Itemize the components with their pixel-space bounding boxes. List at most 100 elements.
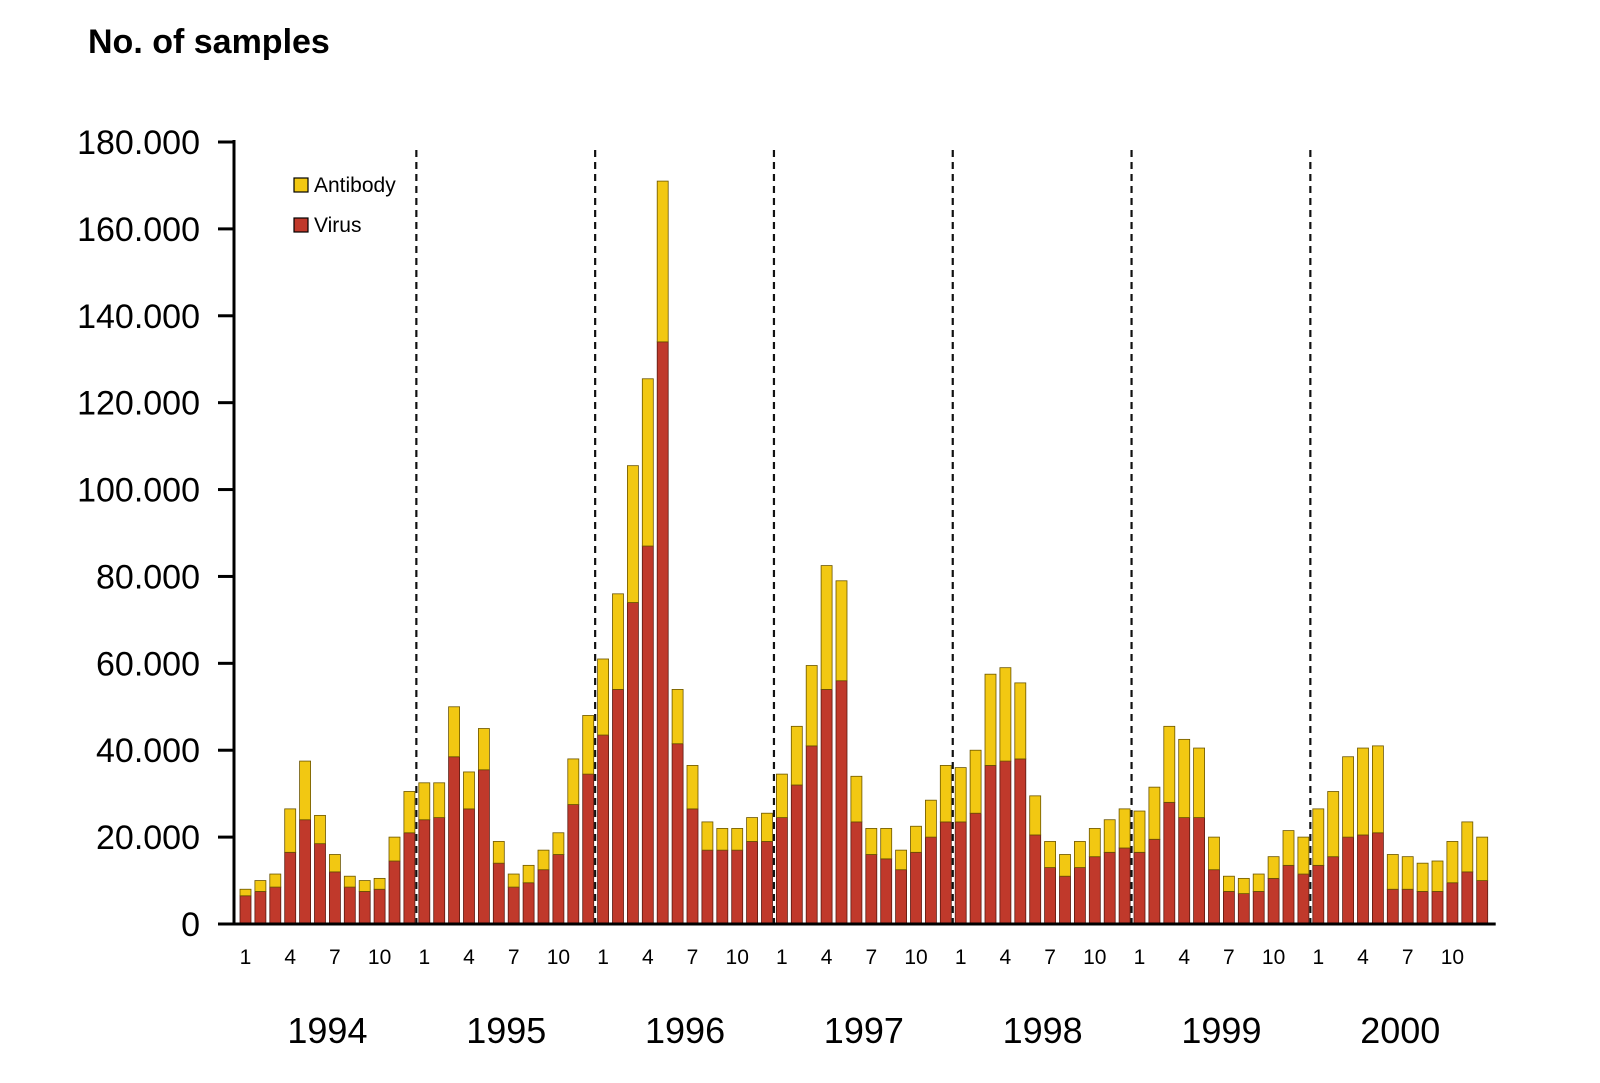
bar-antibody xyxy=(731,828,744,851)
bar-virus xyxy=(925,836,937,925)
x-tick-label: 10 xyxy=(1083,946,1106,969)
bar-virus xyxy=(314,843,326,925)
axes xyxy=(232,140,1496,926)
bar-antibody xyxy=(641,378,654,547)
x-tick-label: 4 xyxy=(463,946,475,969)
bar-antibody xyxy=(895,849,907,871)
bar-virus xyxy=(984,765,997,925)
bar-virus xyxy=(1327,856,1340,925)
year-label: 1999 xyxy=(1181,1010,1261,1051)
bar-virus xyxy=(537,869,550,925)
bar-antibody xyxy=(1059,854,1071,877)
x-tick-label: 1 xyxy=(1312,946,1324,969)
bar-antibody xyxy=(999,667,1012,762)
x-tick-label: 7 xyxy=(1223,946,1235,969)
bar-virus xyxy=(1282,864,1295,925)
bar-virus xyxy=(1014,758,1027,925)
bar-virus xyxy=(1237,893,1250,925)
bar-antibody xyxy=(328,854,341,873)
legend: Antibody Virus xyxy=(293,174,396,237)
bar-antibody xyxy=(433,782,446,818)
bar-virus xyxy=(1431,891,1444,925)
bar-virus xyxy=(463,808,475,925)
bar-antibody xyxy=(358,880,371,892)
bar-antibody xyxy=(597,658,609,736)
bar-virus xyxy=(999,760,1012,925)
bar-antibody xyxy=(507,873,520,888)
bar-antibody xyxy=(239,888,252,897)
bar-virus xyxy=(910,851,922,925)
x-tick-labels: 1 4 7 10 1 4 7 10 1 4 7 10 1 4 7 10 1 4 7 10 1 4 7 10 1 4 7 10 xyxy=(240,946,1464,969)
year-label: 1997 xyxy=(824,1010,904,1051)
bar-virus xyxy=(612,689,624,925)
bar-virus xyxy=(895,869,907,925)
x-tick-label: 4 xyxy=(284,946,296,969)
x-tick-label: 1 xyxy=(955,946,967,969)
legend-label: Antibody xyxy=(314,174,396,197)
x-tick-label: 1 xyxy=(418,946,430,969)
bar-antibody xyxy=(1074,841,1086,868)
x-tick-label: 10 xyxy=(1262,946,1285,969)
bar-virus xyxy=(1401,888,1414,925)
bar-antibody xyxy=(1163,725,1176,803)
bar-virus xyxy=(433,817,446,925)
bar-antibody xyxy=(1357,747,1369,836)
bar-virus xyxy=(418,819,431,925)
year-label: 1996 xyxy=(645,1010,725,1051)
bar-antibody xyxy=(1118,808,1131,849)
bar-virus xyxy=(850,821,863,925)
x-tick-label: 7 xyxy=(508,946,520,969)
bar-antibody xyxy=(910,825,922,853)
bar-virus xyxy=(1223,891,1235,925)
bar-antibody xyxy=(1103,819,1116,853)
bar-antibody xyxy=(671,689,684,745)
bar-antibody xyxy=(686,765,699,810)
bar-antibody xyxy=(835,580,848,682)
bar-virus xyxy=(701,849,714,925)
bar-antibody xyxy=(939,765,952,823)
bar-virus xyxy=(1297,873,1310,925)
y-tick-label: 40.000 xyxy=(96,732,200,770)
bar-virus xyxy=(865,854,878,925)
bar-antibody xyxy=(477,728,490,771)
bar-antibody xyxy=(343,875,356,888)
bar-antibody xyxy=(1327,791,1340,858)
bar-virus xyxy=(373,888,386,925)
bar-antibody xyxy=(627,465,639,603)
x-tick-label: 10 xyxy=(547,946,570,969)
bar-antibody xyxy=(1178,738,1191,818)
bar-virus xyxy=(671,743,684,925)
bar-virus xyxy=(1208,869,1220,925)
bar-virus xyxy=(939,821,952,925)
x-tick-label: 7 xyxy=(865,946,877,969)
bar-antibody xyxy=(1372,745,1384,834)
bar-virus xyxy=(328,871,341,925)
bar-virus xyxy=(656,341,669,925)
bar-antibody xyxy=(582,715,595,775)
bar-antibody xyxy=(403,791,416,834)
y-tick-label: 120.000 xyxy=(77,385,200,423)
y-tick-label: 180.000 xyxy=(77,124,200,162)
bar-antibody xyxy=(820,565,833,690)
bar-antibody xyxy=(880,828,893,860)
y-tick-labels: 0 20.000 40.000 60.000 80.000 100.000 120.000 1… xyxy=(77,124,234,944)
bar-virus xyxy=(1118,847,1131,925)
bar-antibody xyxy=(448,706,461,758)
legend-label: Virus xyxy=(314,214,361,237)
x-tick-label: 4 xyxy=(1000,946,1012,969)
bar-virus xyxy=(1357,834,1369,925)
x-tick-label: 10 xyxy=(368,946,391,969)
bar-antibody xyxy=(552,832,565,855)
bar-antibody xyxy=(1431,860,1444,892)
bar-virus xyxy=(299,819,312,925)
bar-antibody xyxy=(388,836,401,862)
bar-antibody xyxy=(761,812,773,842)
bars xyxy=(239,180,1489,925)
bar-virus xyxy=(254,891,267,925)
bar-antibody xyxy=(284,808,297,853)
bar-virus xyxy=(1312,864,1325,925)
year-label: 2000 xyxy=(1360,1010,1440,1051)
x-tick-label: 1 xyxy=(1134,946,1146,969)
bar-antibody xyxy=(716,828,729,851)
bar-antibody xyxy=(1342,756,1354,838)
